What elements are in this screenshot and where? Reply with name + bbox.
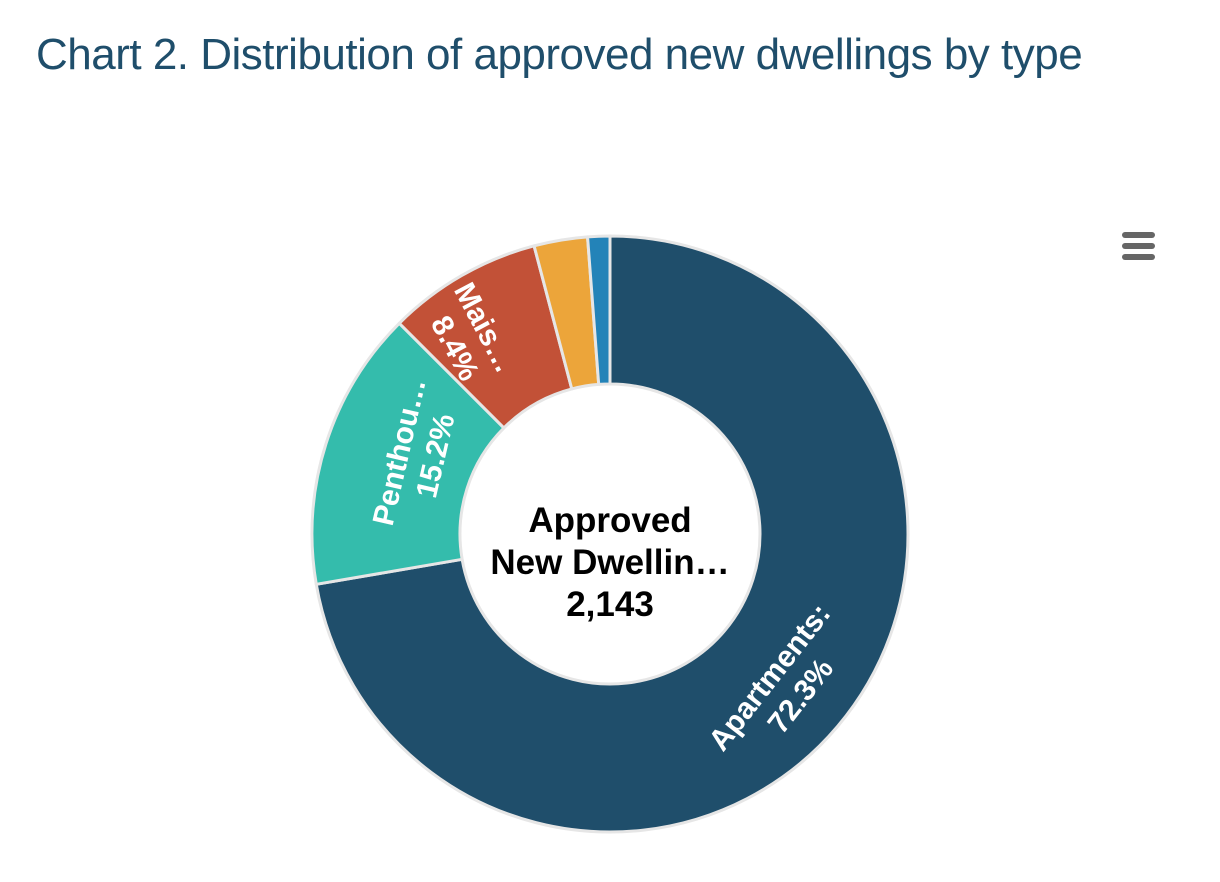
chart-context-menu-button[interactable] [1118, 230, 1158, 264]
donut-center-label: Approved New Dwellin… 2,143 [460, 500, 760, 626]
donut-slice-2[interactable] [310, 321, 506, 586]
center-total: 2,143 [566, 585, 654, 624]
center-title-line2: New Dwellin… [490, 543, 730, 582]
donut-slice-5[interactable] [586, 234, 612, 386]
center-title-line1: Approved [528, 501, 692, 540]
donut-slice-1[interactable] [314, 234, 910, 834]
donut-slices [310, 234, 910, 834]
chart-title: Chart 2. Distribution of approved new dw… [36, 30, 1083, 79]
